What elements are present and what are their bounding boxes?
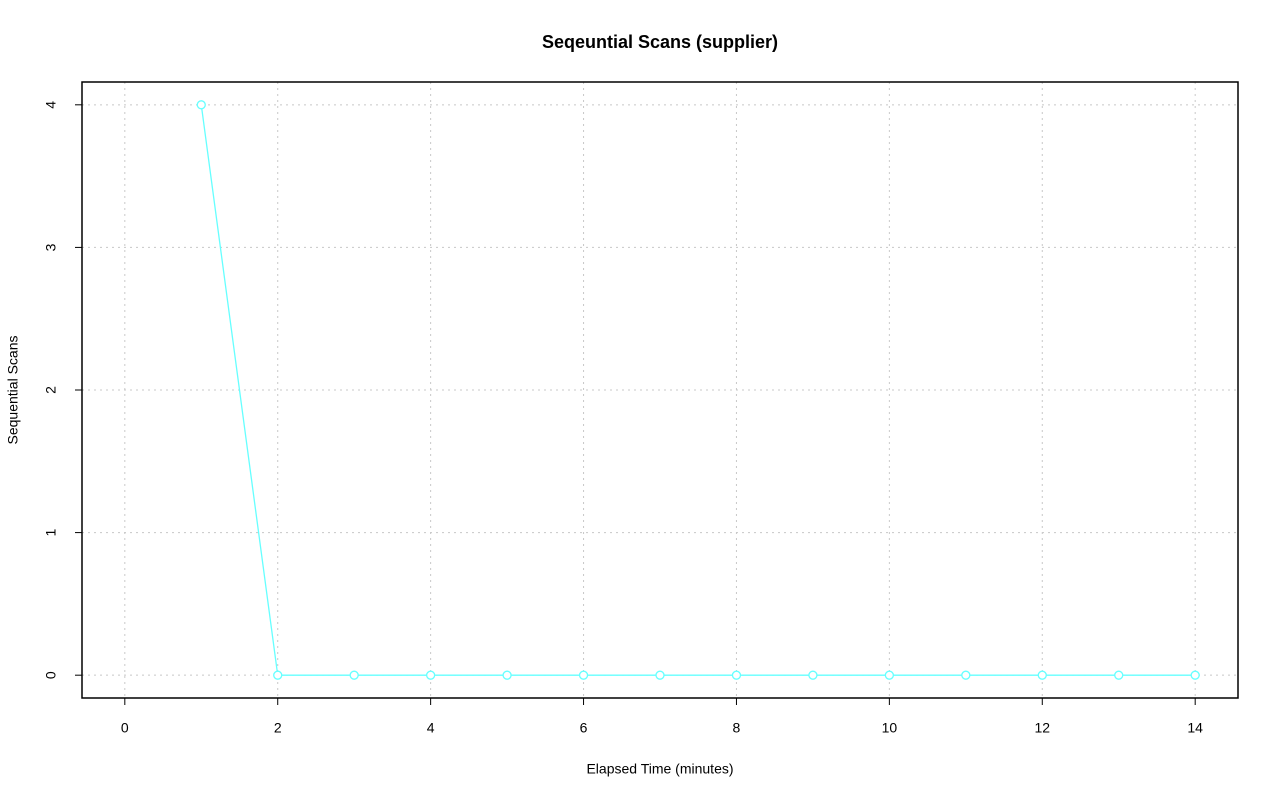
data-point bbox=[196, 100, 206, 110]
data-point bbox=[1114, 670, 1124, 680]
data-point bbox=[273, 670, 283, 680]
plot-frame bbox=[81, 81, 1239, 699]
y-tick-label: 0 bbox=[43, 671, 59, 679]
data-point bbox=[655, 670, 665, 680]
x-tick-label: 10 bbox=[882, 720, 898, 736]
data-point bbox=[1190, 670, 1200, 680]
x-tick-label: 12 bbox=[1034, 720, 1050, 736]
x-tick-label: 6 bbox=[580, 720, 588, 736]
data-point bbox=[808, 670, 818, 680]
y-tick-label: 2 bbox=[43, 386, 59, 394]
x-tick-label: 4 bbox=[427, 720, 435, 736]
chart-title: Seqeuntial Scans (supplier) bbox=[542, 32, 778, 52]
data-point bbox=[731, 670, 742, 680]
x-tick-label: 2 bbox=[274, 720, 282, 736]
data-point bbox=[1037, 670, 1047, 680]
data-point bbox=[349, 670, 359, 680]
y-axis-label: Sequential Scans bbox=[5, 336, 21, 445]
x-tick-label: 14 bbox=[1187, 720, 1203, 736]
y-tick-label: 4 bbox=[43, 101, 59, 109]
x-axis-label: Elapsed Time (minutes) bbox=[586, 761, 733, 777]
x-tick-label: 0 bbox=[121, 720, 129, 736]
series-line bbox=[200, 104, 1196, 676]
data-point bbox=[425, 670, 436, 680]
data-point bbox=[961, 670, 971, 680]
x-tick-label: 8 bbox=[733, 720, 741, 736]
data-point bbox=[502, 670, 512, 680]
y-tick-label: 3 bbox=[43, 243, 59, 251]
data-point bbox=[578, 670, 589, 680]
y-tick-label: 1 bbox=[43, 528, 59, 536]
data-point bbox=[884, 670, 895, 680]
